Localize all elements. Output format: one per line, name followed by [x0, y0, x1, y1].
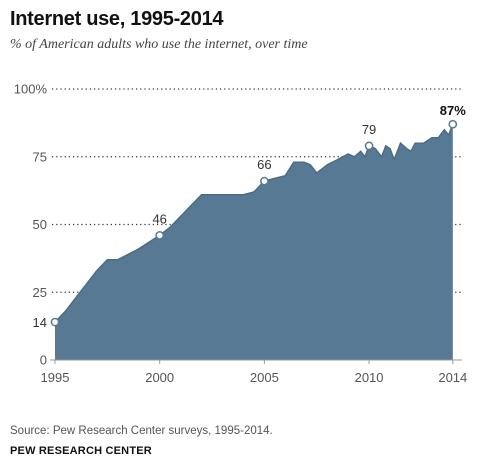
data-point-2010: [364, 141, 374, 151]
chart-title: Internet use, 1995-2014: [10, 8, 224, 30]
source-note: Source: Pew Research Center surveys, 199…: [10, 425, 273, 437]
x-tick-label-2005: 2005: [250, 370, 279, 385]
x-tick-label-2014: 2014: [438, 370, 467, 385]
data-point-2000: [155, 230, 165, 240]
area-series-line: [54, 123, 454, 323]
data-label-2010: 79: [362, 122, 376, 137]
x-tick-label-2010: 2010: [355, 370, 384, 385]
brand-footer: PEW RESEARCH CENTER: [10, 445, 152, 457]
y-tick-label-25: 25: [33, 285, 47, 300]
data-point-2014: [448, 119, 458, 129]
data-point-1995: [50, 317, 60, 327]
x-tick-label-2000: 2000: [145, 370, 174, 385]
data-label-1995: 14: [33, 315, 47, 330]
y-tick-label-0: 0: [40, 353, 47, 368]
y-tick-label-50: 50: [33, 217, 47, 232]
data-point-2005: [260, 176, 269, 186]
chart-subtitle: % of American adults who use the interne…: [10, 37, 308, 52]
data-label-2005: 66: [257, 157, 271, 172]
area-series: [55, 124, 453, 360]
y-tick-label-75: 75: [33, 149, 47, 164]
x-tick-label-1995: 1995: [41, 370, 70, 385]
data-label-2000: 46: [152, 211, 166, 226]
area-chart: 0 25 50 75 100% 1995 2000 2005 2010 2014 14 46 66 79 8…: [14, 82, 468, 386]
data-label-2014: 87%: [440, 103, 466, 118]
y-tick-label-100: 100%: [14, 82, 48, 97]
